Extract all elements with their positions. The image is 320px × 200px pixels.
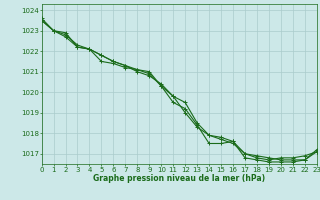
X-axis label: Graphe pression niveau de la mer (hPa): Graphe pression niveau de la mer (hPa) bbox=[93, 174, 265, 183]
